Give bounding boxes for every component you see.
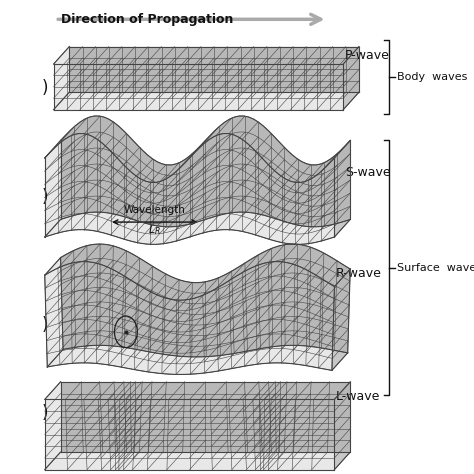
Polygon shape — [45, 400, 335, 470]
Polygon shape — [45, 116, 350, 182]
Polygon shape — [335, 382, 350, 470]
Text: $L_R$: $L_R$ — [148, 223, 161, 237]
Polygon shape — [54, 46, 359, 64]
Text: S-wave: S-wave — [345, 166, 391, 180]
Polygon shape — [61, 382, 350, 452]
Polygon shape — [61, 244, 350, 357]
Polygon shape — [54, 64, 343, 109]
Text: L-wave: L-wave — [336, 390, 381, 403]
Polygon shape — [45, 244, 350, 300]
Polygon shape — [332, 269, 350, 370]
Polygon shape — [45, 382, 350, 400]
Text: ): ) — [42, 316, 48, 334]
Text: Surface  waves: Surface waves — [397, 263, 474, 273]
Text: ): ) — [42, 403, 48, 421]
Polygon shape — [45, 262, 335, 374]
Polygon shape — [69, 46, 359, 92]
Text: ): ) — [42, 79, 48, 97]
Text: Direction of Propagation: Direction of Propagation — [61, 13, 233, 26]
Text: P-wave: P-wave — [345, 49, 390, 62]
Polygon shape — [343, 46, 359, 109]
Text: R-wave: R-wave — [336, 267, 382, 280]
Text: Wavelength: Wavelength — [124, 205, 186, 215]
Text: Body  waves: Body waves — [397, 72, 467, 82]
Polygon shape — [61, 116, 350, 227]
Polygon shape — [45, 134, 335, 244]
Polygon shape — [335, 140, 350, 237]
Text: ): ) — [42, 189, 48, 207]
